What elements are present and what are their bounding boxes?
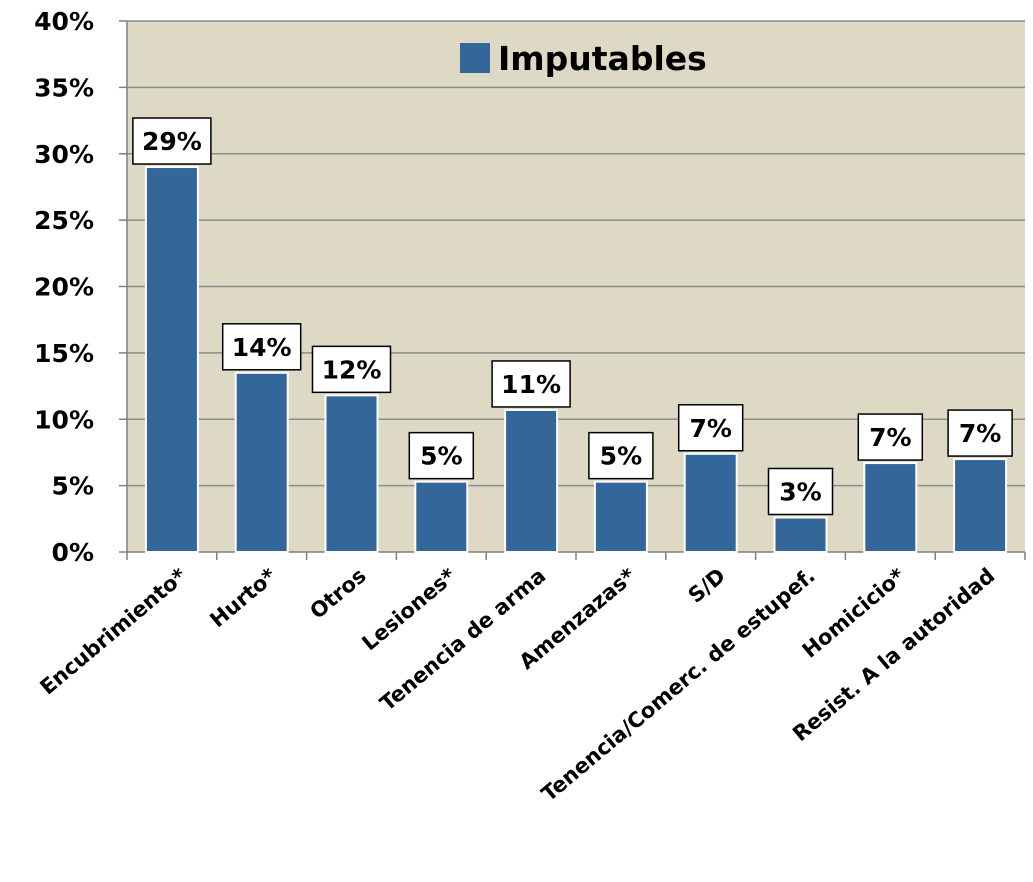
bar [234, 371, 289, 553]
bar [683, 452, 738, 554]
data-label: 14% [232, 333, 292, 362]
x-tick-label: Tenencia de arma [375, 563, 550, 715]
y-tick-label: 15% [34, 339, 94, 368]
bar [414, 480, 469, 553]
x-tick-label: Encubrimiento* [35, 563, 191, 699]
data-label: 5% [600, 442, 642, 471]
y-tick-label: 0% [52, 538, 94, 567]
data-label: 3% [779, 477, 821, 506]
x-tick-label: S/D [684, 563, 730, 607]
bar [953, 458, 1008, 554]
data-label-box [767, 467, 834, 516]
bar [504, 408, 559, 553]
data-label: 7% [689, 414, 731, 443]
x-tick-label: Otros [305, 563, 370, 623]
data-label: 12% [322, 355, 382, 384]
data-label: 11% [501, 370, 561, 399]
data-label: 7% [869, 423, 911, 452]
legend-label: Imputables [498, 39, 707, 78]
data-label: 29% [142, 127, 202, 156]
data-label: 7% [959, 419, 1001, 448]
data-label: 5% [420, 442, 462, 471]
legend-swatch [460, 43, 490, 73]
data-label-box [311, 345, 392, 394]
y-tick-label: 20% [34, 273, 94, 302]
data-label-box [857, 413, 924, 461]
bar [863, 462, 918, 553]
data-label-box [132, 117, 212, 165]
legend: Imputables [460, 39, 707, 78]
bar [144, 166, 199, 553]
x-tick-label: Hurto* [205, 563, 280, 632]
y-tick-label: 40% [34, 7, 94, 36]
y-tick-label: 5% [52, 472, 94, 501]
y-tick-label: 35% [34, 73, 94, 102]
x-tick-label: Tenencia/Comerc. de estupef. [537, 563, 820, 806]
y-tick-label: 30% [34, 140, 94, 169]
data-label-box [408, 431, 475, 480]
data-label-box [221, 323, 302, 371]
y-tick-label: 25% [34, 206, 94, 235]
bar [324, 394, 379, 554]
data-label-box [677, 404, 744, 452]
bar [773, 516, 828, 553]
data-label-box [947, 409, 1013, 457]
bar [593, 480, 648, 553]
data-label-box [491, 360, 571, 408]
data-label-box [588, 431, 654, 480]
y-tick-label: 10% [34, 405, 94, 434]
